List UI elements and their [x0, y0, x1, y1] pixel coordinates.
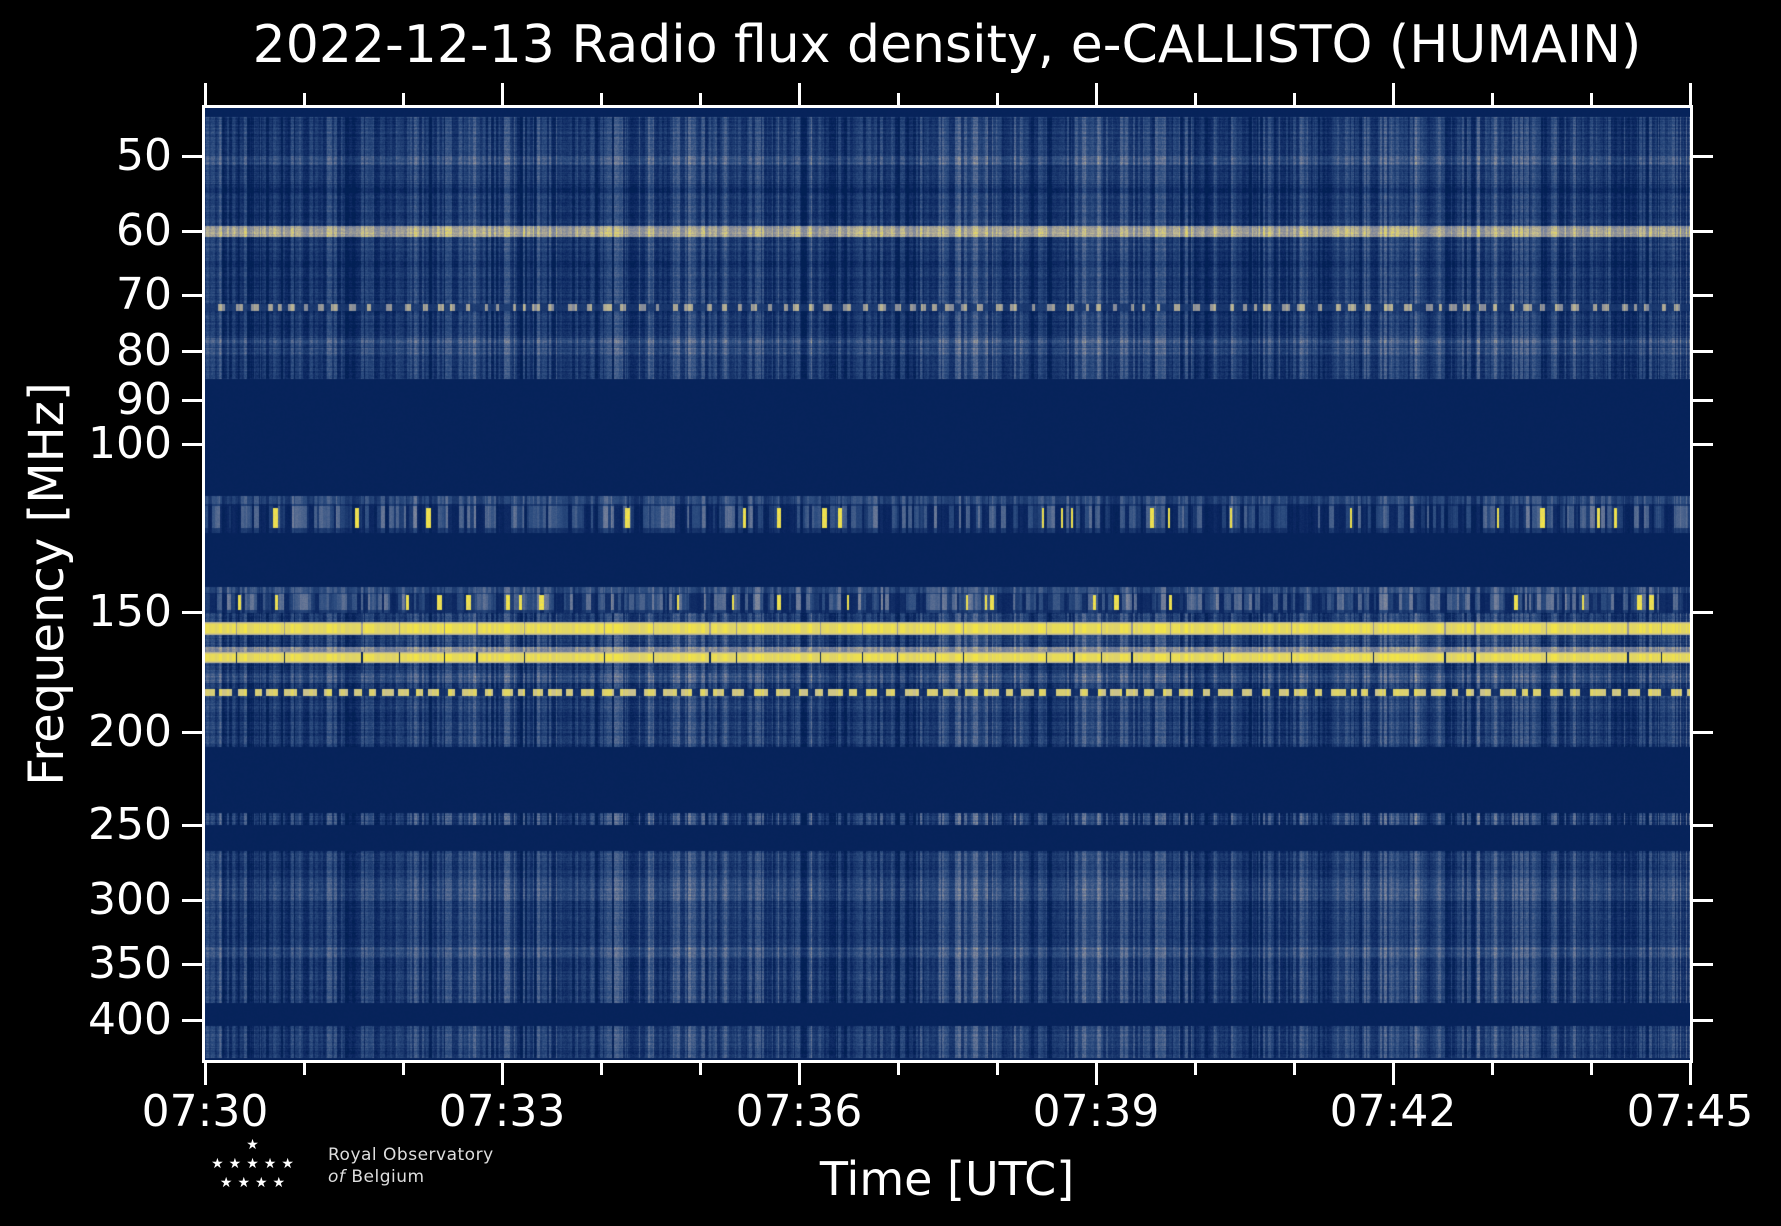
x-major-tick-top — [204, 83, 207, 105]
x-tick-label: 07:45 — [1626, 1086, 1754, 1137]
credit-belgium: Belgium — [351, 1167, 425, 1187]
x-major-tick-bottom — [204, 1063, 207, 1085]
y-major-tick-left — [182, 230, 202, 233]
y-major-tick-left — [182, 963, 202, 966]
y-major-tick-right — [1693, 824, 1713, 827]
spectrogram-canvas — [205, 108, 1690, 1060]
y-major-tick-right — [1693, 1019, 1713, 1022]
x-tick-label: 07:42 — [1329, 1086, 1457, 1137]
x-minor-tick-bottom — [699, 1063, 702, 1075]
x-major-tick-bottom — [1095, 1063, 1098, 1085]
x-minor-tick-top — [1491, 93, 1494, 105]
y-major-tick-right — [1693, 399, 1713, 402]
y-tick-label: 70 — [116, 269, 172, 320]
credit-line2: of Belgium — [328, 1166, 494, 1188]
x-tick-label: 07:39 — [1032, 1086, 1160, 1137]
rob-logo-stars-icon: ★ ★★★★★ ★★★★ — [200, 1136, 310, 1193]
y-tick-label: 150 — [88, 586, 172, 637]
y-major-tick-left — [182, 155, 202, 158]
y-tick-label: 400 — [88, 994, 172, 1045]
y-tick-label: 250 — [88, 799, 172, 850]
x-major-tick-top — [1095, 83, 1098, 105]
y-major-tick-left — [182, 443, 202, 446]
y-tick-label: 60 — [116, 205, 172, 256]
x-minor-tick-bottom — [1590, 1063, 1593, 1075]
x-minor-tick-bottom — [1194, 1063, 1197, 1075]
y-major-tick-right — [1693, 899, 1713, 902]
y-tick-label: 50 — [116, 130, 172, 181]
x-major-tick-top — [501, 83, 504, 105]
y-major-tick-right — [1693, 230, 1713, 233]
x-tick-label: 07:33 — [438, 1086, 566, 1137]
plot-spine-right — [1690, 105, 1693, 1063]
x-minor-tick-bottom — [1293, 1063, 1296, 1075]
credit-text: Royal Observatory of Belgium — [328, 1144, 494, 1188]
chart-title: 2022-12-13 Radio flux density, e-CALLIST… — [252, 15, 1642, 75]
y-major-tick-left — [182, 1019, 202, 1022]
plot-spine-left — [202, 105, 205, 1063]
x-minor-tick-top — [1590, 93, 1593, 105]
x-major-tick-top — [798, 83, 801, 105]
star-row: ★★★★ — [219, 1175, 291, 1191]
x-minor-tick-top — [996, 93, 999, 105]
x-minor-tick-bottom — [600, 1063, 603, 1075]
y-tick-label: 350 — [88, 938, 172, 989]
y-major-tick-right — [1693, 963, 1713, 966]
x-minor-tick-top — [1293, 93, 1296, 105]
y-tick-label: 300 — [88, 874, 172, 925]
x-minor-tick-top — [897, 93, 900, 105]
x-tick-label: 07:36 — [735, 1086, 863, 1137]
x-tick-label: 07:30 — [141, 1086, 269, 1137]
x-major-tick-bottom — [798, 1063, 801, 1085]
y-major-tick-left — [182, 899, 202, 902]
y-major-tick-right — [1693, 443, 1713, 446]
x-minor-tick-bottom — [996, 1063, 999, 1075]
y-major-tick-left — [182, 399, 202, 402]
y-tick-label: 200 — [88, 706, 172, 757]
y-major-tick-left — [182, 294, 202, 297]
y-tick-label: 100 — [88, 418, 172, 469]
x-major-tick-bottom — [501, 1063, 504, 1085]
observatory-credit: ★ ★★★★★ ★★★★ Royal Observatory of Belgium — [200, 1136, 494, 1193]
x-major-tick-top — [1689, 83, 1692, 105]
y-tick-label: 80 — [116, 325, 172, 376]
y-major-tick-left — [182, 611, 202, 614]
x-major-tick-bottom — [1689, 1063, 1692, 1085]
y-major-tick-right — [1693, 155, 1713, 158]
x-minor-tick-bottom — [897, 1063, 900, 1075]
x-minor-tick-bottom — [1491, 1063, 1494, 1075]
x-minor-tick-top — [600, 93, 603, 105]
y-major-tick-right — [1693, 294, 1713, 297]
y-major-tick-right — [1693, 731, 1713, 734]
star-row: ★★★★★ — [211, 1156, 299, 1172]
x-minor-tick-top — [303, 93, 306, 105]
y-major-tick-left — [182, 731, 202, 734]
plot-spine-top — [202, 105, 1693, 108]
x-minor-tick-top — [699, 93, 702, 105]
x-minor-tick-bottom — [402, 1063, 405, 1075]
y-major-tick-left — [182, 350, 202, 353]
plot-spine-bottom — [202, 1060, 1693, 1063]
x-major-tick-top — [1392, 83, 1395, 105]
credit-of: of — [328, 1167, 346, 1187]
credit-line1: Royal Observatory — [328, 1145, 494, 1165]
x-minor-tick-top — [402, 93, 405, 105]
y-major-tick-right — [1693, 350, 1713, 353]
y-major-tick-right — [1693, 611, 1713, 614]
star-row: ★ — [246, 1137, 264, 1153]
x-minor-tick-top — [1194, 93, 1197, 105]
x-major-tick-bottom — [1392, 1063, 1395, 1085]
y-major-tick-left — [182, 824, 202, 827]
x-minor-tick-bottom — [303, 1063, 306, 1075]
y-tick-label: 90 — [116, 374, 172, 425]
x-axis-label: Time [UTC] — [819, 1152, 1075, 1206]
